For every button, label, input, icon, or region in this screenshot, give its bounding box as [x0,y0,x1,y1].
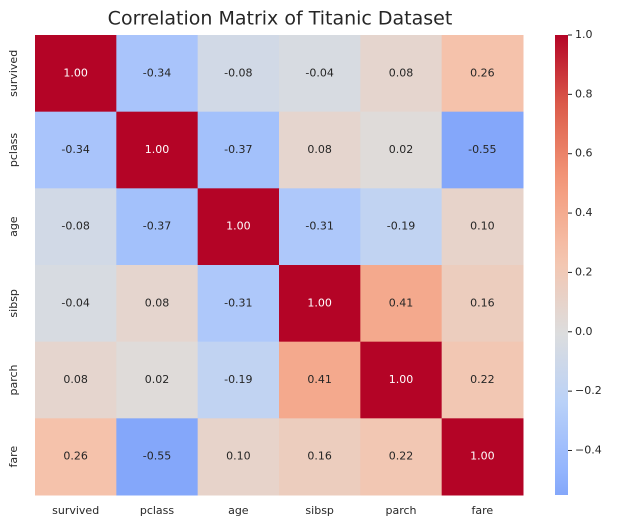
colorbar-tick-label: 1.0 [575,28,593,41]
colorbar-tick-label: 0.6 [575,147,593,160]
y-tick-label: parch [7,364,20,395]
heatmap-cell [35,418,117,496]
cell-label: 0.16 [307,450,332,463]
heatmap-cell [116,188,199,266]
cell-label: -0.31 [224,296,252,309]
y-tick-label: fare [7,446,20,468]
heatmap-cell [197,265,280,343]
heatmap-cell [279,418,361,496]
heatmap-cell [116,35,199,113]
cell-label: -0.37 [143,220,171,233]
heatmap-cell [197,341,280,419]
heatmap-cell [441,111,524,189]
cell-label: 1.00 [307,296,332,309]
colorbar-tick-label: −0.2 [575,384,602,397]
heatmap-cell [360,265,443,343]
cell-label: -0.08 [61,220,89,233]
heatmap-cell [116,341,199,419]
cell-label: -0.55 [468,143,496,156]
x-tick-label: age [228,504,249,517]
heatmap-cell [35,35,117,113]
cell-label: 0.10 [470,220,495,233]
colorbar-tick-label: 0.0 [575,325,593,338]
heatmap-cell [441,418,524,496]
cell-label: -0.34 [61,143,89,156]
cell-label: -0.04 [305,66,333,79]
cell-label: 0.41 [307,373,332,386]
cell-label: -0.04 [61,296,89,309]
cell-label: -0.55 [143,450,171,463]
cell-label: 1.00 [389,373,414,386]
y-tick-label: sibsp [7,289,20,318]
heatmap-cell [116,265,199,343]
heatmap-cell [197,418,280,496]
heatmap-cell [360,111,443,189]
cell-label: 0.08 [307,143,332,156]
cell-label: 1.00 [63,66,88,79]
heatmap-cell [116,418,199,496]
heatmap-cell [360,35,443,113]
heatmap-cell [116,111,199,189]
chart-title: Correlation Matrix of Titanic Dataset [108,8,453,30]
colorbar [555,35,568,495]
cell-label: -0.19 [224,373,252,386]
heatmap-cell [197,188,280,266]
cell-label: 0.02 [389,143,414,156]
cell-label: 0.02 [145,373,170,386]
heatmap-cell [279,111,361,189]
y-tick-label: age [7,216,20,237]
x-tick-label: fare [471,504,493,517]
colorbar-tick-label: 0.2 [575,265,593,278]
cell-label: 0.26 [470,66,495,79]
cell-label: 1.00 [226,220,251,233]
heatmap-cell [35,265,117,343]
x-tick-label: pclass [140,504,175,517]
heatmap-cell [441,341,524,419]
cell-label: 0.22 [389,450,414,463]
y-tick-label: survived [7,50,20,97]
heatmap-cell [441,265,524,343]
cell-label: 0.26 [63,450,88,463]
cell-label: 1.00 [470,450,495,463]
cell-label: 0.08 [145,296,170,309]
heatmap-cell [279,265,361,343]
cell-label: 0.10 [226,450,251,463]
colorbar-tick-label: −0.4 [575,443,602,456]
heatmap-cell [279,35,361,113]
heatmap-cell [35,111,117,189]
heatmap-cell [360,341,443,419]
cell-label: -0.19 [387,220,415,233]
heatmap-cell [441,188,524,266]
heatmap-cell [35,341,117,419]
cell-label: 0.16 [470,296,495,309]
cell-label: 1.00 [145,143,170,156]
cell-label: -0.37 [224,143,252,156]
cell-label: 0.08 [389,66,414,79]
heatmap-cell [360,418,443,496]
y-tick-label: pclass [7,133,20,168]
colorbar-tick-label: 0.8 [575,87,593,100]
cell-label: -0.34 [143,66,171,79]
cell-label: 0.08 [63,373,88,386]
colorbar-tick-label: 0.4 [575,206,593,219]
heatmap-cell [197,35,280,113]
heatmap-cell [360,188,443,266]
heatmap-cell [197,111,280,189]
heatmap-cell [441,35,524,113]
heatmap-cell [279,341,361,419]
cell-label: -0.31 [305,220,333,233]
cell-label: 0.41 [389,296,414,309]
x-tick-label: survived [52,504,99,517]
heatmap-cell [35,188,117,266]
cell-label: 0.22 [470,373,495,386]
heatmap-cell [279,188,361,266]
cell-label: -0.08 [224,66,252,79]
x-tick-label: parch [385,504,416,517]
x-tick-label: sibsp [305,504,334,517]
